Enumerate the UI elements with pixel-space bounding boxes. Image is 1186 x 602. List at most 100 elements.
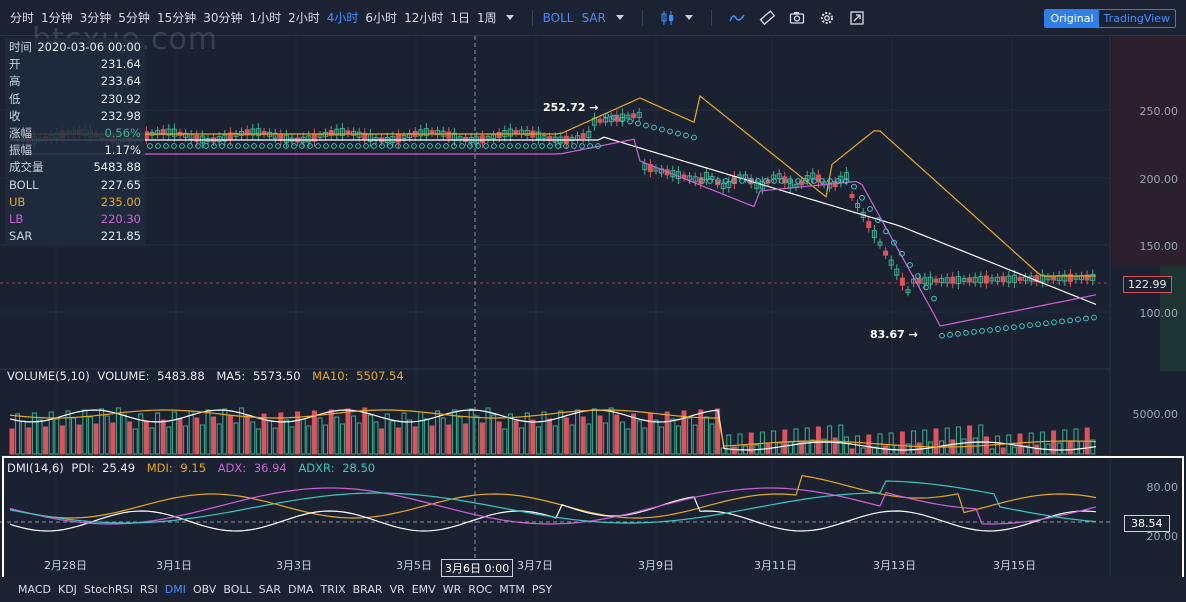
volume-bar (580, 416, 586, 455)
tab-stochrsi[interactable]: StochRSI (83, 583, 133, 596)
line-chart-icon[interactable] (727, 8, 747, 28)
tab-boll[interactable]: BOLL (223, 583, 252, 596)
timeframe-4h[interactable]: 4小时 (326, 11, 359, 25)
sar-dot (451, 143, 457, 149)
gear-icon[interactable] (817, 8, 837, 28)
timeframe-3m[interactable]: 3分钟 (79, 11, 112, 25)
candlestick (843, 172, 849, 181)
tab-emv[interactable]: EMV (411, 583, 436, 596)
chart-canvas[interactable] (0, 36, 1186, 577)
candle-type-dropdown-icon[interactable] (684, 15, 693, 20)
sar-dot (507, 143, 513, 149)
sar-dot (1067, 317, 1073, 324)
sar-dot (843, 178, 849, 184)
volume-bar (619, 421, 625, 455)
dmi-adxr-line (9, 480, 1097, 524)
volume-bar (1034, 444, 1040, 455)
tooltip-row-high: 高 233.64 (9, 73, 141, 90)
timeframe-30m[interactable]: 30分钟 (203, 11, 243, 25)
tab-kdj[interactable]: KDJ (57, 583, 77, 596)
candlestick (356, 131, 362, 138)
ruler-icon[interactable] (757, 8, 777, 28)
volume-bar (1079, 440, 1085, 455)
timeframe-dropdown-icon[interactable] (505, 15, 514, 20)
tab-psy[interactable]: PSY (531, 583, 553, 596)
ma10-value: 5507.54 (356, 369, 404, 383)
timeframe-1h[interactable]: 1小时 (249, 11, 282, 25)
volume-bar (479, 422, 485, 455)
timeframe-fenshi[interactable]: 分时 (10, 11, 35, 25)
volume-bar (54, 418, 60, 455)
tab-macd[interactable]: MACD (18, 583, 51, 596)
volume-bar (261, 413, 267, 455)
volume-bar (591, 408, 597, 455)
sar-dot (483, 143, 489, 149)
tab-mtm[interactable]: MTM (499, 583, 525, 596)
volume-bar (687, 417, 693, 455)
candlestick (625, 114, 631, 119)
volume-label: VOLUME: 5483.88 (97, 369, 208, 383)
timeframe-2h[interactable]: 2小时 (288, 11, 320, 25)
candlestick (541, 135, 547, 140)
timeframe-1w[interactable]: 1周 (476, 11, 497, 25)
sar-dot (915, 273, 921, 280)
tooltip-value: 220.30 (100, 211, 141, 226)
toolbar-divider (641, 9, 643, 26)
timeframe-12h[interactable]: 12小时 (404, 11, 444, 25)
indicator-sar[interactable]: SAR (581, 10, 606, 25)
volume-bar (608, 407, 614, 455)
candlestick (944, 277, 950, 284)
volume-bar (289, 426, 295, 455)
dmi-cursor-value: 38.54 (1124, 515, 1170, 532)
volume-bar (188, 410, 194, 455)
volume-bar (351, 415, 357, 455)
volume-bar (866, 434, 872, 455)
volume-bar (155, 412, 161, 455)
indicator-boll[interactable]: BOLL (542, 10, 574, 25)
candlestick (1028, 275, 1034, 282)
tab-dmi[interactable]: DMI (164, 583, 186, 596)
tab-brar[interactable]: BRAR (352, 583, 383, 596)
tab-obv[interactable]: OBV (192, 583, 217, 596)
candlestick (703, 172, 709, 181)
tab-wr[interactable]: WR (442, 583, 462, 596)
volume-bar (496, 421, 502, 455)
tab-roc[interactable]: ROC (468, 583, 493, 596)
tab-trix[interactable]: TRIX (320, 583, 346, 596)
tab-rsi[interactable]: RSI (139, 583, 158, 596)
tab-vr[interactable]: VR (389, 583, 405, 596)
candlestick (939, 277, 945, 283)
camera-icon[interactable] (787, 8, 807, 28)
sar-dot (291, 143, 297, 149)
indicator-dropdown-icon[interactable] (615, 15, 624, 20)
candlestick (899, 277, 905, 286)
tooltip-value: 231.64 (100, 57, 141, 72)
sar-dot (1019, 323, 1025, 330)
volume-bar (698, 409, 704, 455)
timeframe-15m[interactable]: 15分钟 (156, 11, 197, 25)
timeframe-1d[interactable]: 1日 (450, 11, 470, 25)
candlestick (720, 182, 726, 189)
volume-bar (558, 410, 564, 455)
volume-bar (244, 414, 250, 455)
sar-dot (523, 143, 529, 149)
tab-sar[interactable]: SAR (258, 583, 281, 596)
sar-dot (155, 143, 161, 149)
mode-original[interactable]: Original (1045, 10, 1099, 27)
sar-dot (227, 143, 233, 149)
fullscreen-icon[interactable] (847, 8, 867, 28)
timeframe-1m[interactable]: 1分钟 (41, 11, 73, 25)
volume-bar (183, 425, 189, 455)
sar-dot (963, 329, 969, 336)
timeframe-5m[interactable]: 5分钟 (118, 11, 150, 25)
sar-dot (779, 178, 785, 184)
tab-dma[interactable]: DMA (287, 583, 314, 596)
candlestick (754, 181, 760, 189)
sar-dot (219, 143, 225, 149)
candle-type-icon[interactable] (658, 8, 678, 28)
timeframe-6h[interactable]: 6小时 (365, 11, 398, 25)
candlestick (1051, 275, 1057, 281)
sar-dot (691, 134, 697, 141)
sar-dot (667, 128, 673, 135)
mode-tradingview[interactable]: TradingView (1103, 12, 1170, 25)
